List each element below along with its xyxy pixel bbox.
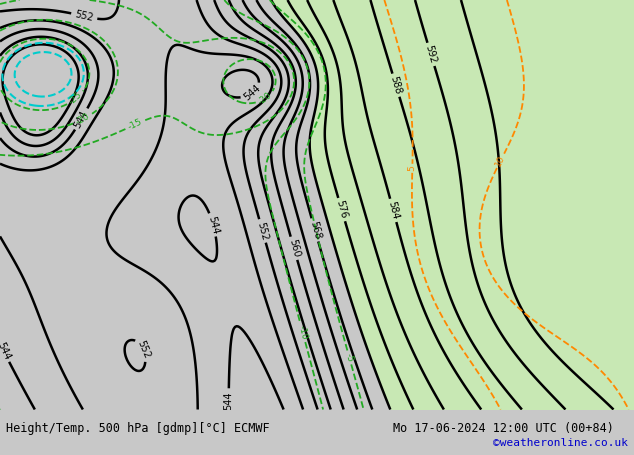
Text: ©weatheronline.co.uk: ©weatheronline.co.uk bbox=[493, 438, 628, 448]
Text: 592: 592 bbox=[424, 44, 438, 65]
Text: 5: 5 bbox=[408, 165, 417, 171]
Text: 568: 568 bbox=[307, 220, 322, 240]
Text: -5: -5 bbox=[344, 353, 355, 364]
Text: 544: 544 bbox=[73, 109, 90, 130]
Text: 544: 544 bbox=[242, 83, 263, 103]
Text: 588: 588 bbox=[389, 75, 403, 96]
Text: 560: 560 bbox=[287, 238, 301, 258]
Text: -10: -10 bbox=[297, 324, 309, 341]
Text: 552: 552 bbox=[74, 9, 94, 23]
Text: 576: 576 bbox=[334, 199, 349, 220]
Text: 552: 552 bbox=[256, 221, 269, 241]
Text: -20: -20 bbox=[257, 90, 274, 106]
Text: 544: 544 bbox=[206, 215, 220, 235]
Text: 552: 552 bbox=[135, 339, 152, 360]
Text: Height/Temp. 500 hPa [gdmp][°C] ECMWF: Height/Temp. 500 hPa [gdmp][°C] ECMWF bbox=[6, 421, 270, 435]
Text: 10: 10 bbox=[494, 154, 507, 168]
Text: 544: 544 bbox=[0, 340, 12, 361]
Text: 544: 544 bbox=[224, 391, 234, 410]
Text: -15: -15 bbox=[126, 117, 144, 132]
Text: Mo 17-06-2024 12:00 UTC (00+84): Mo 17-06-2024 12:00 UTC (00+84) bbox=[393, 421, 614, 435]
Text: -20: -20 bbox=[75, 111, 92, 126]
Text: -25: -25 bbox=[67, 90, 84, 107]
Text: 584: 584 bbox=[386, 200, 400, 221]
